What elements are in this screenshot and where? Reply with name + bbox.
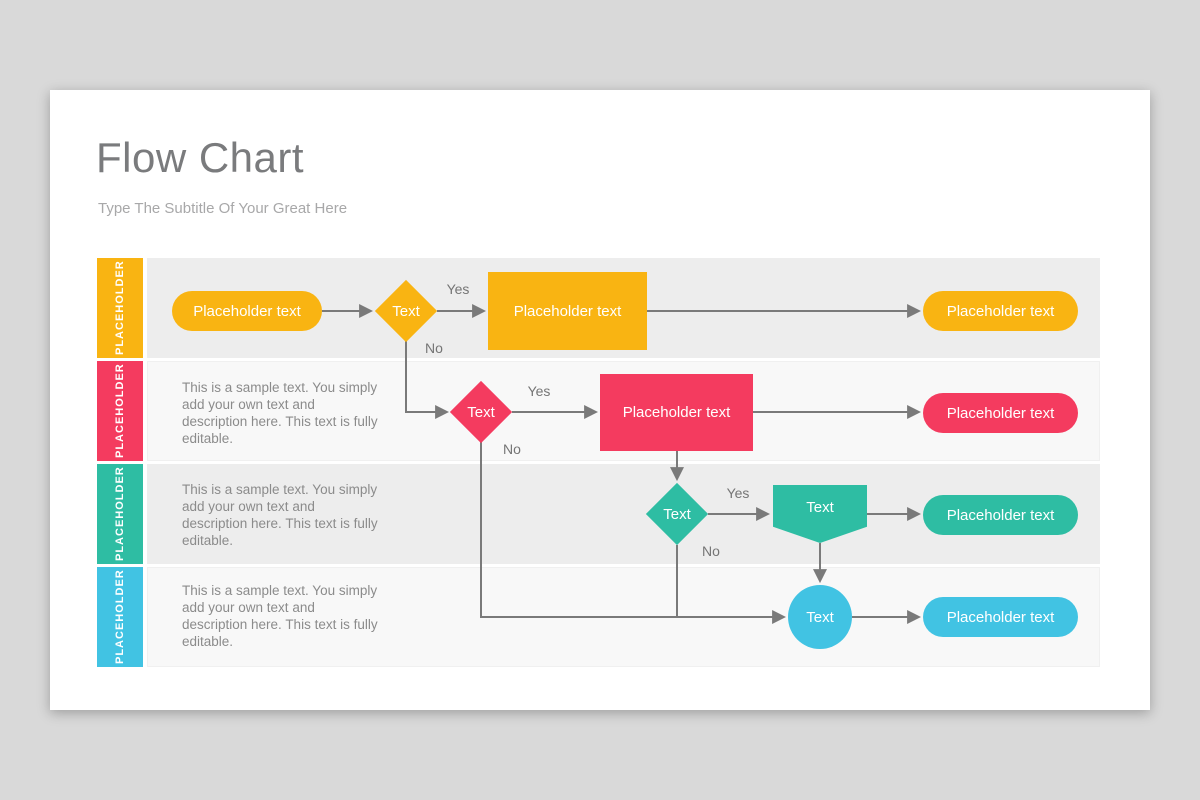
flowchart-diagram: PLACEHOLDER PLACEHOLDER PLACEHOLDER PLAC… [97,258,1100,667]
flow-node-end-4[interactable]: Placeholder text [923,597,1078,637]
lane-3-description: This is a sample text. You simply add yo… [182,482,378,548]
flow-node-process-2[interactable]: Placeholder text [600,374,753,451]
decision-label: Text [467,403,495,421]
branch-no-2: No [503,441,521,457]
flow-node-decision-3[interactable]: Text [645,482,709,546]
slide: Flow Chart Type The Subtitle Of Your Gre… [50,90,1150,710]
flow-node-process-1[interactable]: Placeholder text [488,272,647,350]
branch-yes-2: Yes [527,383,551,399]
decision-label: Text [663,505,691,523]
flow-node-decision-1[interactable]: Text [374,279,438,343]
lane-4-description: This is a sample text. You simply add yo… [182,583,378,649]
connector-lines [322,304,922,624]
branch-yes-3: Yes [726,485,750,501]
flow-node-process-4[interactable]: Text [788,585,852,649]
flow-node-decision-2[interactable]: Text [449,380,513,444]
lane-2-description: This is a sample text. You simply add yo… [182,380,378,446]
branch-yes-1: Yes [446,281,470,297]
branch-no-3: No [702,543,720,559]
flow-node-end-2[interactable]: Placeholder text [923,393,1078,433]
page-subtitle: Type The Subtitle Of Your Great Here [98,200,348,217]
decision-label: Text [392,302,420,320]
flow-node-start[interactable]: Placeholder text [172,291,322,331]
flow-node-end-1[interactable]: Placeholder text [923,291,1078,331]
page-title: Flow Chart [96,134,305,181]
flow-node-end-3[interactable]: Placeholder text [923,495,1078,535]
branch-no-1: No [425,340,443,356]
